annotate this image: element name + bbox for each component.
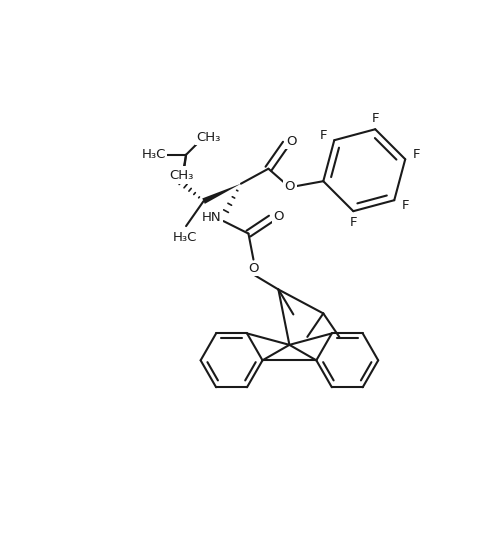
Text: H₃C: H₃C [173, 230, 197, 244]
Text: F: F [413, 148, 420, 161]
Text: O: O [286, 135, 297, 148]
Polygon shape [202, 184, 241, 204]
Text: F: F [319, 129, 327, 142]
Text: H₃C: H₃C [141, 148, 166, 161]
Text: HN: HN [202, 211, 222, 224]
Text: CH₃: CH₃ [196, 131, 221, 144]
Text: F: F [349, 216, 357, 229]
Text: O: O [273, 210, 283, 223]
Text: O: O [248, 262, 258, 275]
Text: F: F [371, 112, 379, 125]
Text: CH₃: CH₃ [169, 169, 193, 182]
Text: F: F [402, 199, 409, 212]
Text: O: O [178, 167, 189, 180]
Text: O: O [284, 180, 295, 192]
